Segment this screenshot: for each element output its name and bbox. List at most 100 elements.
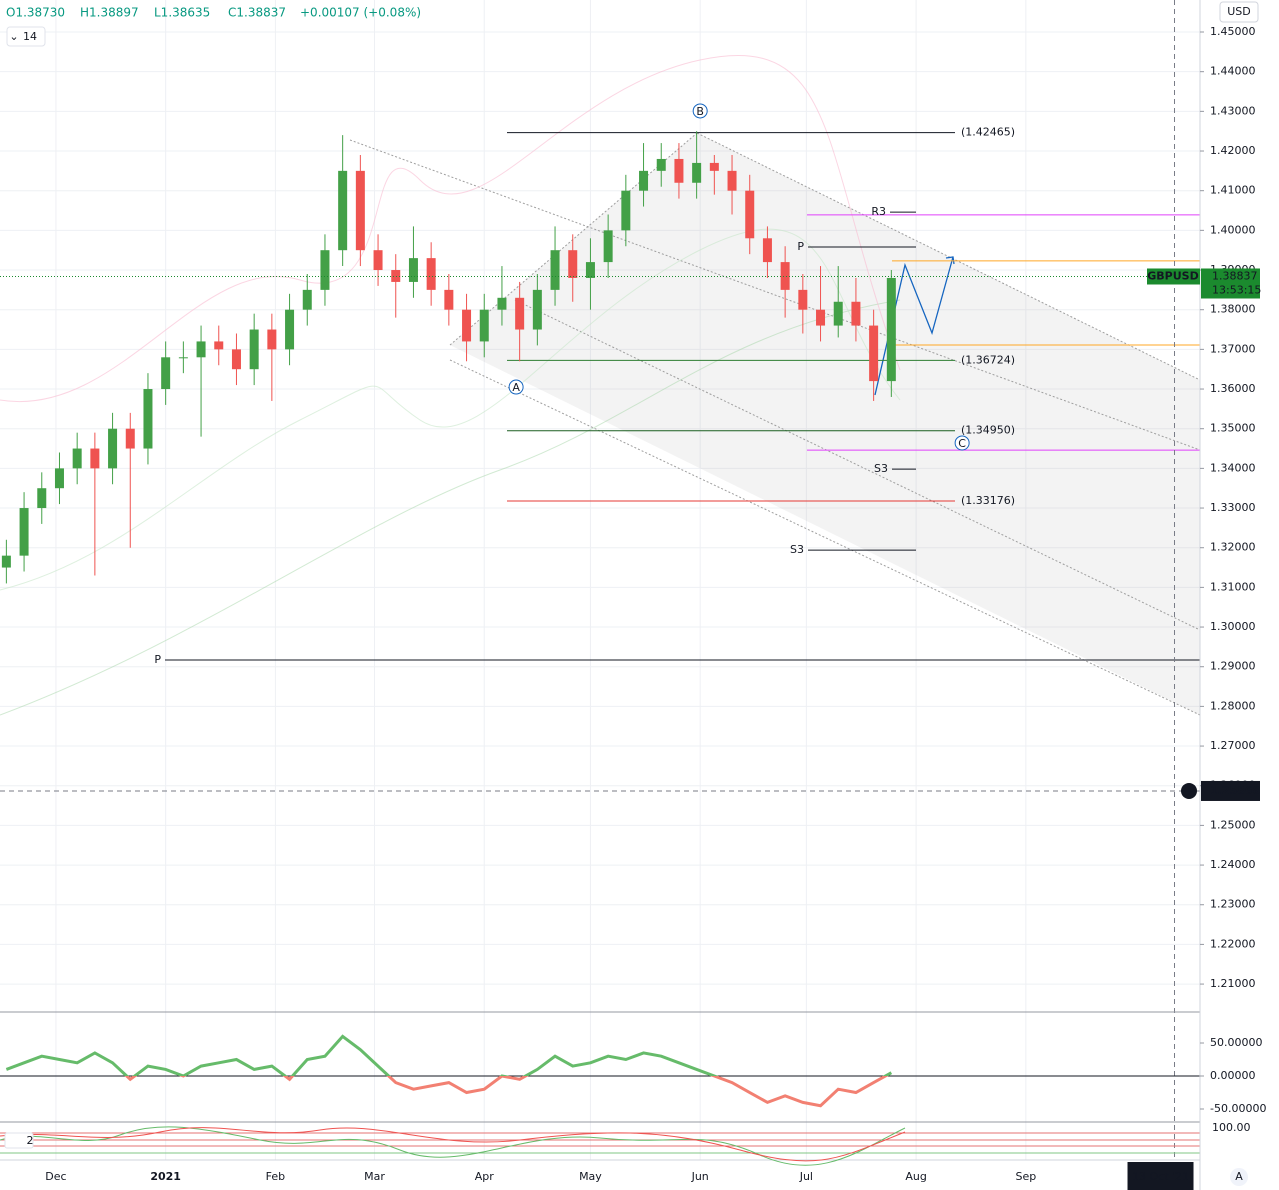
candle-body (833, 301, 843, 326)
y-tick-label: 1.41000 (1210, 184, 1256, 197)
y-tick-label: 1.43000 (1210, 104, 1256, 117)
oscillator-line-down (124, 1076, 889, 1108)
y-tick-label: 1.31000 (1210, 580, 1256, 593)
lower-tick-label: 100.00 (1212, 1121, 1251, 1134)
candle-body (90, 448, 100, 469)
oscillator (0, 1034, 1200, 1108)
currency-button[interactable] (1219, 1, 1259, 23)
y-tick-label: 1.23000 (1210, 898, 1256, 911)
candle-body (568, 250, 578, 278)
indicator-toggle[interactable] (4, 1132, 34, 1149)
oscillator-line-up (5, 1034, 893, 1076)
channel-line (696, 132, 1200, 381)
auto-button[interactable] (1230, 1168, 1248, 1186)
y-tick-label: 1.45000 (1210, 25, 1256, 38)
pivot-label: R3 (871, 205, 886, 218)
symbol-tag (1147, 268, 1200, 285)
candle-body (674, 158, 684, 183)
candle-body (656, 158, 666, 171)
price-axis: 1.45000 1.44000 1.43000 1.42000 1.41000 1.400… (1199, 0, 1279, 1190)
pivot-label: P (154, 653, 161, 666)
y-tick-label: 1.29000 (1210, 660, 1256, 673)
y-tick-label: 1.35000 (1210, 422, 1256, 435)
channel-line (349, 139, 1200, 451)
level-label: (1.34950) (961, 424, 1015, 437)
currency-label: USD (1227, 5, 1251, 18)
wave-marker (692, 103, 708, 119)
candle-body (462, 309, 472, 342)
countdown-label: 13:53:15 (1212, 283, 1261, 296)
pivot-label: P (797, 240, 804, 253)
crosshair-price-tag (1201, 780, 1260, 801)
crosshair-date-tag (1127, 1162, 1194, 1190)
crosshair-plus: + (1184, 785, 1193, 798)
candle-body (709, 162, 719, 171)
x-tick-label: Feb (266, 1170, 285, 1183)
candle-body (338, 170, 348, 251)
wave-label: C (958, 437, 966, 450)
candle-body (426, 258, 436, 290)
x-tick-label: 2021 (150, 1170, 181, 1183)
candles (1, 131, 896, 584)
candle-body (108, 428, 118, 469)
y-tick-label: 1.38000 (1210, 303, 1256, 316)
candle-body (532, 289, 542, 330)
x-tick-label: Jul (799, 1170, 813, 1183)
x-tick-label: Apr (475, 1170, 495, 1183)
pivot-label: S3 (874, 462, 888, 475)
axis-bg (1200, 0, 1279, 1190)
candle-body (249, 329, 259, 370)
wave-marker (954, 435, 970, 451)
osc-tick-label: 0.00000 (1210, 1069, 1256, 1082)
y-tick-label: 1.22000 (1210, 937, 1256, 950)
ohlc-value: H1.38897 (80, 6, 139, 20)
arrow-head (945, 256, 955, 265)
moving-average (0, 299, 901, 716)
candle-body (603, 230, 613, 263)
toggle-icon: ⌄ (9, 30, 18, 43)
ohlc-value: O1.38730 (6, 6, 65, 20)
y-tick-label: 1.25000 (1210, 818, 1256, 831)
candle-body (869, 325, 879, 382)
y-tick-label: 1.37000 (1210, 342, 1256, 355)
candle-body (285, 309, 295, 350)
crosshair-price-label: 1.25868 (1210, 784, 1260, 797)
candle-body (373, 250, 383, 271)
osc-tick-label: 50.00000 (1210, 1036, 1263, 1049)
candle-body (515, 297, 525, 330)
candle-body (585, 262, 595, 278)
candle-body (444, 289, 454, 310)
candle-body (816, 309, 826, 326)
y-tick-label: 1.24000 (1210, 858, 1256, 871)
level-label: (1.33176) (961, 494, 1015, 507)
candle-body (479, 309, 489, 342)
osc-tick-label: -50.00000 (1210, 1102, 1266, 1115)
channel-fill (450, 133, 1200, 715)
candle-body (125, 428, 135, 449)
wave-label: B (696, 105, 704, 118)
interval-toggle[interactable] (6, 26, 46, 47)
candle-body (550, 250, 560, 290)
candle-body (692, 162, 702, 183)
y-tick-label: 1.28000 (1210, 699, 1256, 712)
candle-body (54, 468, 64, 489)
wave-label: A (512, 381, 520, 394)
y-tick-label: 1.40000 (1210, 223, 1256, 236)
candle-body (408, 258, 418, 282)
ohlc-value: L1.38635 (154, 6, 210, 20)
candle-body (231, 349, 241, 370)
y-tick-label: 1.33000 (1210, 501, 1256, 514)
candle-body (780, 262, 790, 290)
candle-body (745, 190, 755, 239)
y-tick-label: 1.32000 (1210, 541, 1256, 554)
candle-body (798, 289, 808, 310)
ohlc-value: +0.00107 (+0.08%) (300, 6, 421, 20)
candle-body (320, 250, 330, 290)
band-line (0, 228, 901, 591)
pitchfork (0, 55, 1200, 716)
candle-body (37, 488, 47, 509)
auto-label: A (1235, 1170, 1243, 1183)
y-tick-label: 1.42000 (1210, 144, 1256, 157)
candle-body (762, 238, 772, 263)
